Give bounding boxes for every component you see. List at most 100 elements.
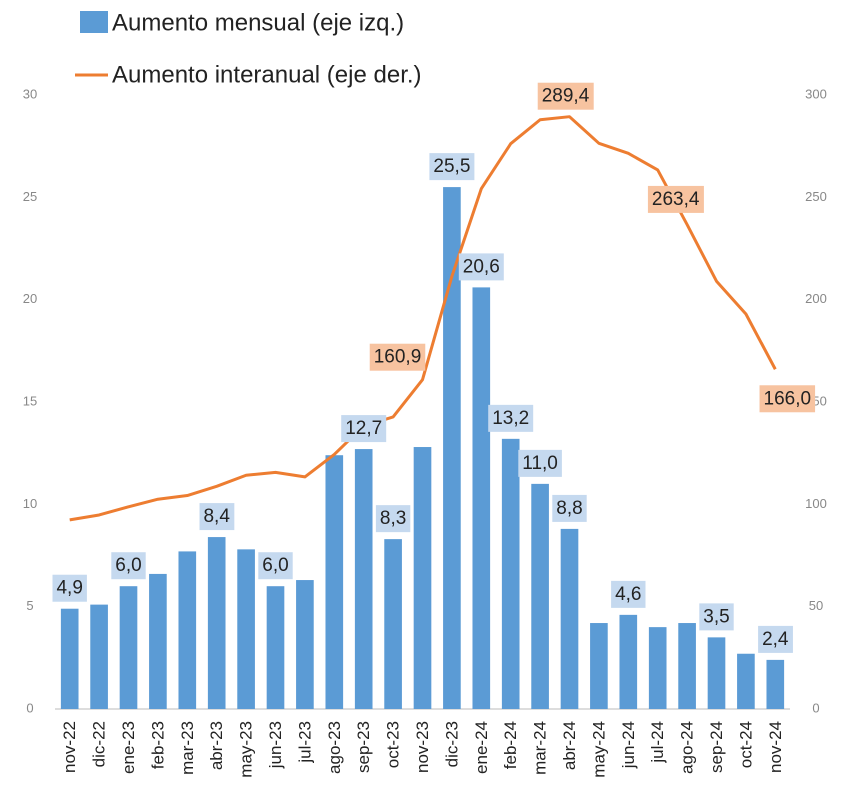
- data-label: 11,0: [522, 453, 558, 474]
- x-tick-label: nov-22: [60, 721, 79, 773]
- bar: [678, 623, 696, 709]
- data-label-box: [699, 603, 734, 631]
- legend-swatch: [80, 11, 108, 33]
- x-tick-label: ago-23: [325, 721, 344, 774]
- y2-tick-label: 0: [812, 700, 819, 715]
- x-tick-label: dic-23: [442, 721, 461, 767]
- bar: [149, 573, 167, 709]
- bar: [707, 637, 726, 709]
- data-label-box: [537, 82, 594, 110]
- bar: [648, 627, 667, 709]
- data-label: 160,9: [374, 347, 422, 368]
- bar: [766, 659, 785, 709]
- x-tick-label: may-24: [589, 721, 608, 778]
- x-tick-label: ago-24: [678, 721, 697, 774]
- data-label: 3,5: [703, 606, 729, 627]
- data-label-box: [759, 385, 816, 413]
- data-label-box: [552, 494, 587, 522]
- data-label: 2,4: [762, 629, 789, 650]
- data-label: 4,6: [615, 584, 641, 605]
- y-tick-label: 10: [23, 496, 37, 511]
- y2-tick-label: 300: [805, 86, 827, 101]
- bar: [237, 549, 255, 709]
- x-tick-label: feb-24: [501, 721, 520, 769]
- x-tick-label: nov-24: [766, 721, 785, 773]
- y2-tick-label: 200: [805, 291, 827, 306]
- y-tick-label: 5: [26, 598, 33, 613]
- bar: [472, 287, 491, 709]
- y-tick-label: 30: [23, 86, 37, 101]
- y-tick-label: 25: [23, 189, 37, 204]
- data-label-box: [199, 503, 235, 531]
- data-label: 20,6: [463, 256, 500, 277]
- data-label: 8,8: [556, 498, 582, 519]
- bar: [443, 187, 461, 710]
- x-tick-label: may-23: [237, 721, 256, 778]
- bar: [296, 580, 314, 709]
- x-tick-label: mar-24: [531, 721, 550, 775]
- data-label-box: [258, 552, 293, 580]
- x-tick-label: oct-23: [384, 721, 403, 768]
- data-label: 6,0: [262, 555, 288, 576]
- bar: [560, 528, 579, 709]
- bar: [531, 483, 549, 709]
- x-tick-label: feb-23: [148, 721, 167, 769]
- bar: [60, 608, 79, 709]
- x-tick-label: mar-23: [178, 721, 197, 775]
- data-label: 4,9: [56, 578, 82, 599]
- data-label: 6,0: [115, 555, 141, 576]
- legend-label: Aumento mensual (eje izq.): [112, 9, 404, 36]
- data-label: 8,3: [380, 508, 406, 529]
- bar: [384, 539, 402, 709]
- y2-tick-label: 100: [805, 496, 827, 511]
- bar: [737, 653, 755, 709]
- bar: [325, 455, 344, 709]
- data-label-box: [518, 449, 562, 477]
- bar: [354, 449, 373, 709]
- data-label: 12,7: [345, 418, 382, 439]
- data-label-box: [341, 415, 387, 443]
- data-label: 25,5: [433, 156, 470, 177]
- x-tick-label: jun-23: [266, 721, 285, 769]
- y2-tick-label: 250: [805, 189, 827, 204]
- data-label-box: [647, 185, 704, 213]
- data-label-box: [111, 552, 146, 580]
- x-tick-label: jul-23: [295, 721, 314, 764]
- data-label: 263,4: [652, 189, 700, 210]
- bar: [590, 623, 608, 709]
- data-label: 166,0: [764, 388, 812, 409]
- x-tick-label: jul-24: [648, 721, 667, 764]
- bar: [178, 551, 197, 709]
- bar: [619, 614, 638, 709]
- x-tick-label: nov-23: [413, 721, 432, 773]
- x-tick-label: abr-23: [207, 721, 226, 770]
- x-tick-label: abr-24: [560, 721, 579, 770]
- data-label-box: [758, 625, 793, 653]
- x-tick-label: sep-23: [354, 721, 373, 773]
- y2-tick-label: 50: [809, 598, 823, 613]
- data-label-box: [369, 343, 426, 371]
- bar: [207, 537, 226, 709]
- data-label: 289,4: [542, 86, 590, 107]
- y-tick-label: 15: [23, 393, 37, 408]
- bar: [266, 586, 285, 709]
- bar: [90, 604, 108, 709]
- data-label: 13,2: [492, 408, 529, 429]
- x-tick-label: ene-24: [472, 721, 491, 774]
- data-label-box: [458, 253, 504, 281]
- data-label-box: [375, 505, 411, 533]
- y-tick-label: 0: [26, 700, 33, 715]
- x-tick-label: sep-24: [707, 721, 726, 773]
- x-tick-label: oct-24: [736, 721, 755, 768]
- data-label-box: [429, 153, 475, 181]
- bar: [501, 438, 520, 709]
- bar: [413, 447, 432, 709]
- x-tick-label: jun-24: [619, 721, 638, 769]
- bar: [119, 586, 138, 709]
- y-tick-label: 20: [23, 291, 37, 306]
- x-tick-label: dic-22: [90, 721, 109, 767]
- data-label: 8,4: [203, 506, 230, 527]
- data-label-box: [488, 404, 534, 432]
- data-label-box: [52, 574, 87, 602]
